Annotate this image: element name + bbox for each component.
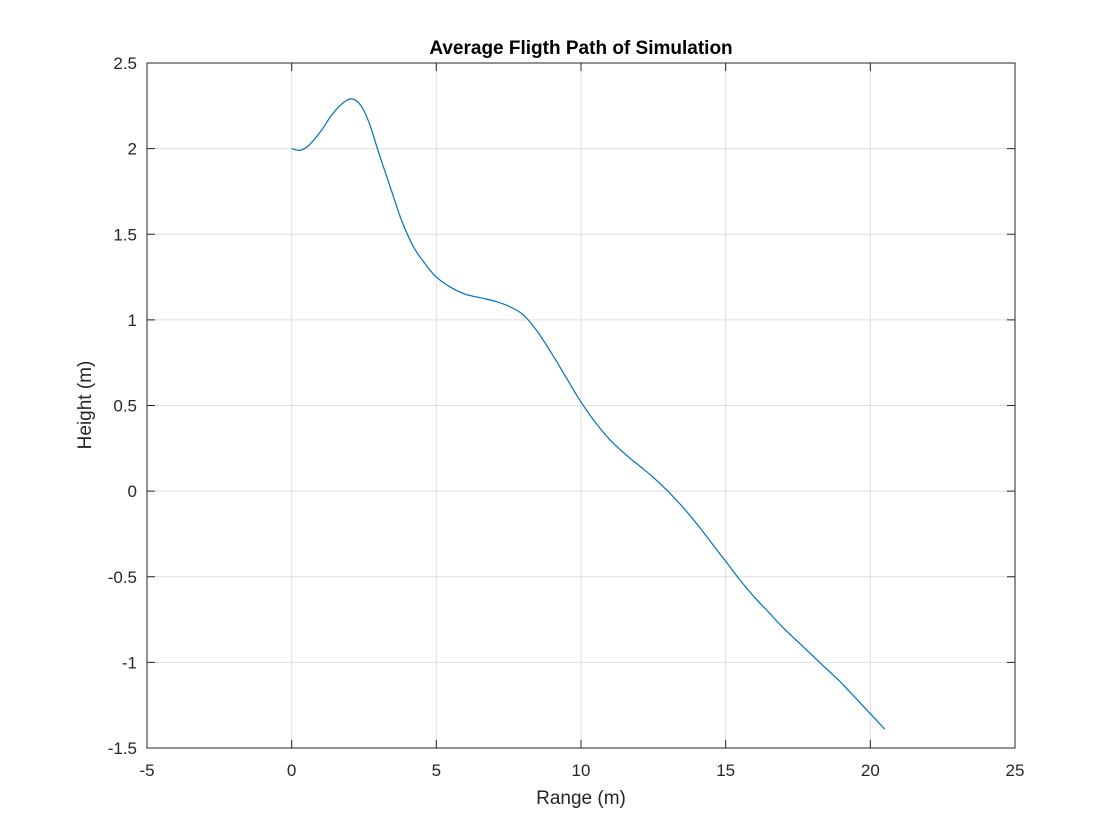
x-tick-label: 20 [861,761,880,780]
y-tick-label: 2 [128,140,137,159]
flight-path-line [291,98,886,730]
y-tick-label: -1 [122,653,137,672]
x-tick-label: 0 [287,761,296,780]
y-axis-label: Height (m) [75,361,96,450]
x-tick-labels: -5 0 5 10 15 20 25 [139,761,1024,780]
series-group [291,98,886,730]
y-tick-label: -0.5 [108,568,137,587]
x-tick-label: 15 [716,761,735,780]
y-tick-label: 0 [128,482,137,501]
y-tick-label: 1 [128,311,137,330]
y-tick-label: -1.5 [108,739,137,758]
axes-box [146,62,1016,749]
x-tick-label: 10 [572,761,591,780]
x-tick-label: 5 [432,761,441,780]
y-tick-labels: -1.5 -1 -0.5 0 0.5 1 1.5 2 2.5 [108,54,137,758]
y-tick-label: 0.5 [113,397,137,416]
y-tick-label: 2.5 [113,54,137,73]
x-axis-label: Range (m) [536,788,626,809]
x-tick-label: 25 [1006,761,1025,780]
chart-title: Average Fligth Path of Simulation [429,38,732,59]
y-tick-label: 1.5 [113,225,137,244]
x-tick-label: -5 [139,761,154,780]
